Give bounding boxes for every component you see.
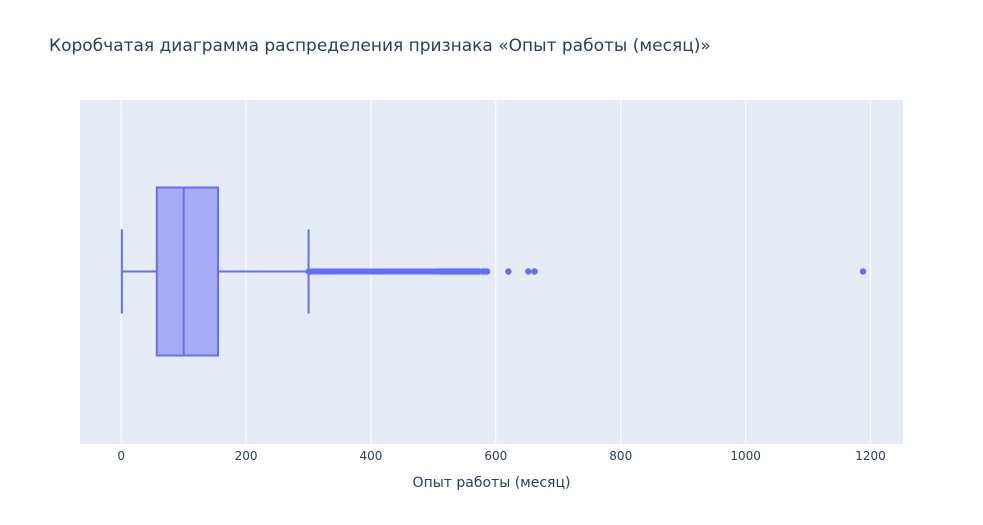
outlier-point-22 (531, 268, 538, 275)
outlier-dense-band (305, 268, 440, 275)
x-tick-label-600: 600 (484, 449, 507, 463)
box-series (120, 186, 867, 357)
x-axis-label: Опыт работы (месяц) (413, 475, 571, 491)
x-tick-label-0: 0 (117, 449, 125, 463)
x-tick-labels: 0 200 400 600 800 1000 1200 (117, 449, 885, 463)
x-tick-label-1000: 1000 (730, 449, 761, 463)
iqr-box (155, 186, 219, 357)
x-tick-label-800: 800 (609, 449, 632, 463)
chart-title: Коробчатая диаграмма распределения призн… (49, 36, 711, 56)
outlier-point-19 (483, 268, 491, 275)
x-tick-label-200: 200 (235, 449, 258, 463)
x-tick-label-1200: 1200 (855, 449, 886, 463)
outlier-point-20 (505, 268, 512, 275)
x-tick-label-400: 400 (360, 449, 383, 463)
outlier-point-23 (859, 268, 867, 275)
outlier-point-21 (525, 268, 532, 275)
